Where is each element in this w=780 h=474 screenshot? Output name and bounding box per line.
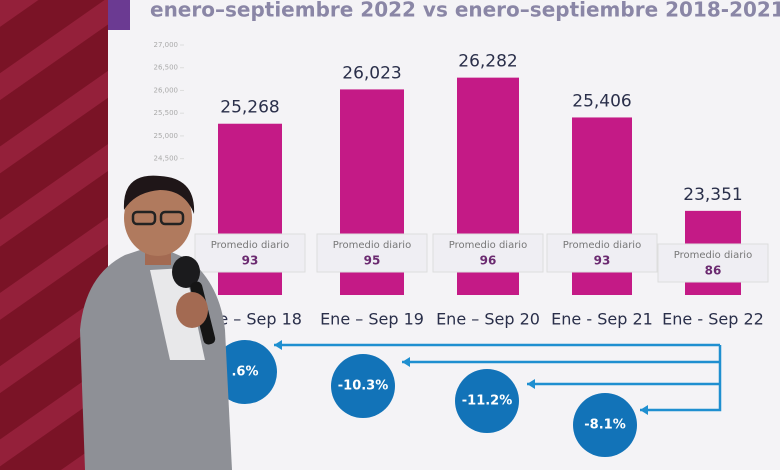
title-accent [108,0,130,30]
daily-box [546,233,658,273]
x-tick-label: Ene - Sep 22 [662,310,764,329]
presenter-hand [176,292,208,328]
value-label: 26,282 [458,52,517,72]
presenter-glasses [159,210,185,226]
y-tick-label: 25,000 [154,132,179,140]
daily-label: Promedio diario [211,240,289,251]
daily-box [432,233,544,273]
change-circle [213,340,277,404]
daily-label: Promedio diario [333,240,411,251]
arrows [274,340,722,415]
y-tick-label: 27,000 [154,41,179,49]
y-tick-label: 26,000 [154,86,179,94]
value-label: 25,406 [572,91,631,111]
daily-value: 95 [364,254,381,268]
change-label: -10.3% [338,379,389,394]
daily-value: 96 [480,254,497,268]
chart: 24,500 25,000 25,500 26,000 26,500 27,000 25,2… [154,41,769,329]
daily-value: 93 [242,254,259,268]
change-circle [455,369,519,433]
change-label: -8.1% [584,418,625,433]
change-label: .6% [231,365,258,380]
daily-value: 93 [594,254,611,268]
arrow-line [640,345,722,412]
daily-label: Promedio diario [563,240,641,251]
value-label: 23,351 [683,185,742,205]
x-tick-label: Ene – Sep 19 [320,310,424,329]
daily-box [316,233,428,273]
y-tick-label: 25,500 [154,109,179,117]
chart-title: enero–septiembre 2022 vs enero–septiembr… [150,0,780,22]
change-circles: .6% -10.3% -11.2% -8.1% [213,340,637,457]
value-label: 25,268 [220,98,279,118]
presenter-glasses [131,210,157,226]
daily-label: Promedio diario [674,250,752,261]
presenter [80,175,232,470]
daily-value: 86 [705,264,722,278]
daily-box [194,233,306,273]
microphone [172,256,200,288]
presenter-face [124,180,192,256]
x-tick-label: Ene – Sep 20 [436,310,540,329]
value-label: 26,023 [342,63,401,83]
y-tick-label: 26,500 [154,64,179,72]
change-circle [331,354,395,418]
change-circle [573,393,637,457]
y-tick-label: 24,500 [154,155,179,163]
presenter-hair [123,175,195,214]
change-label: -11.2% [462,394,513,409]
daily-label: Promedio diario [449,240,527,251]
daily-box [657,243,769,283]
x-tick-label: Ene - Sep 21 [551,310,653,329]
